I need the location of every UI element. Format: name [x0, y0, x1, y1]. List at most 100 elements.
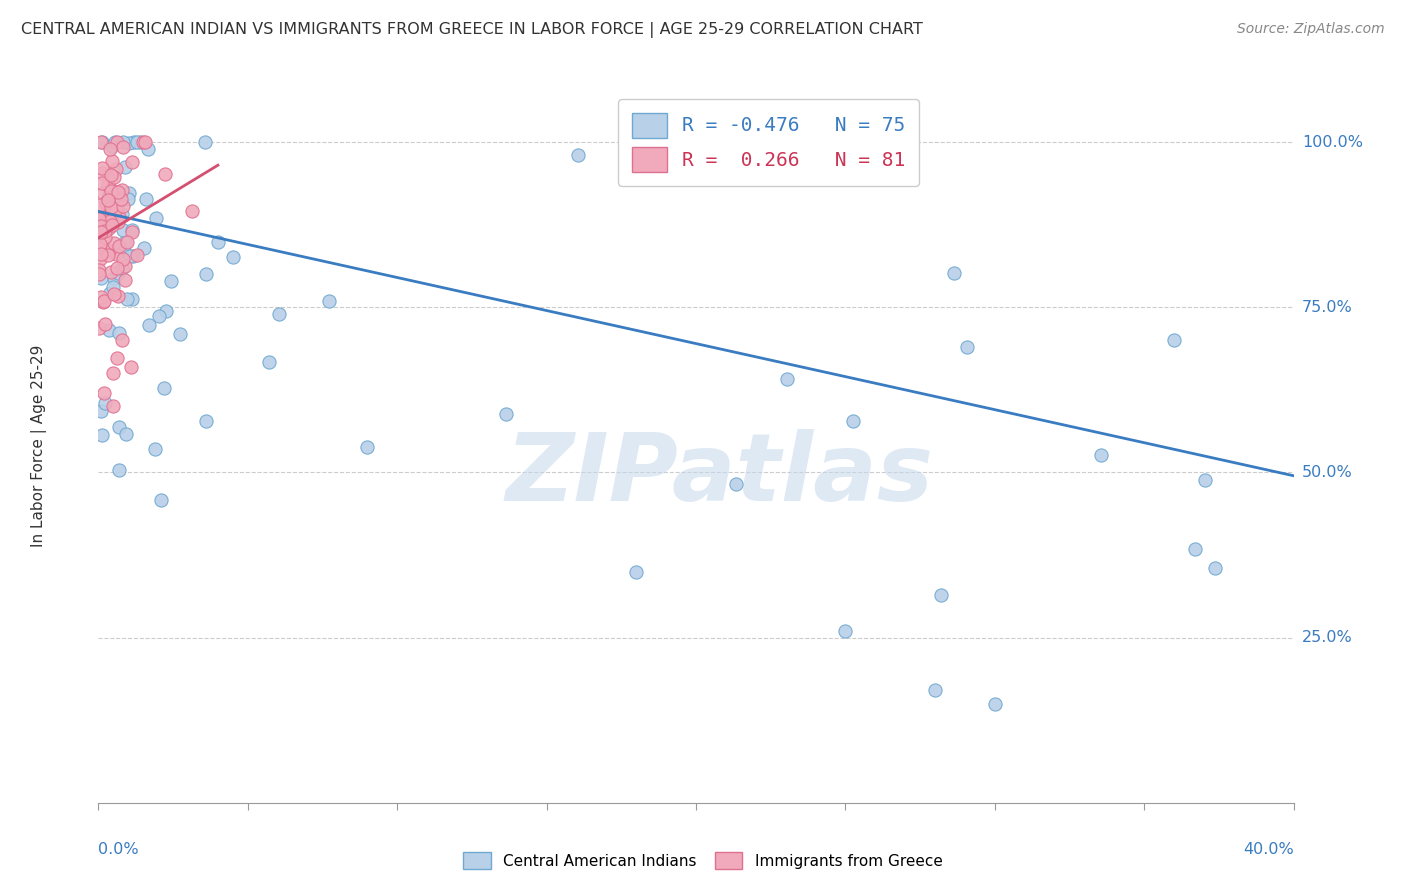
- Point: [122, 249, 145, 263]
- Point: [93, 386, 115, 401]
- Legend: Central American Indians, Immigrants from Greece: Central American Indians, Immigrants fro…: [457, 846, 949, 875]
- Point: [207, 235, 229, 250]
- Point: [108, 326, 131, 340]
- Point: [91, 295, 114, 310]
- Point: [96, 178, 118, 192]
- Point: [153, 381, 176, 395]
- Point: [111, 183, 134, 197]
- Point: [259, 355, 281, 369]
- Point: [495, 407, 517, 421]
- Point: [101, 139, 124, 153]
- Point: [94, 218, 117, 232]
- Point: [108, 194, 131, 209]
- Point: [107, 260, 129, 275]
- Point: [132, 241, 155, 255]
- Point: [98, 244, 121, 259]
- Point: [112, 223, 135, 237]
- Point: [107, 266, 129, 280]
- Point: [929, 588, 952, 602]
- Point: [103, 271, 125, 285]
- Point: [103, 367, 125, 381]
- Point: [111, 140, 134, 154]
- Point: [135, 192, 157, 206]
- Point: [112, 198, 135, 212]
- Point: [143, 442, 166, 456]
- Point: [107, 289, 129, 303]
- Point: [104, 202, 127, 216]
- Point: [942, 266, 965, 280]
- Point: [776, 372, 799, 386]
- Point: [89, 236, 111, 251]
- Point: [149, 493, 172, 508]
- Point: [94, 214, 117, 228]
- Point: [89, 227, 111, 241]
- Point: [111, 261, 134, 276]
- Point: [222, 251, 245, 265]
- Point: [118, 186, 141, 200]
- Point: [90, 219, 112, 233]
- Point: [90, 403, 112, 417]
- Point: [94, 224, 117, 238]
- Text: 25.0%: 25.0%: [1302, 630, 1353, 645]
- Point: [842, 413, 865, 427]
- Point: [111, 207, 134, 221]
- Point: [89, 321, 111, 335]
- Point: [94, 223, 117, 237]
- Point: [90, 427, 112, 442]
- Point: [117, 193, 139, 207]
- Point: [121, 292, 143, 306]
- Point: [114, 273, 136, 287]
- Point: [138, 318, 160, 332]
- Point: [100, 184, 122, 198]
- Point: [96, 244, 118, 258]
- Point: [90, 135, 112, 149]
- Point: [107, 215, 129, 229]
- Text: CENTRAL AMERICAN INDIAN VS IMMIGRANTS FROM GREECE IN LABOR FORCE | AGE 25-29 COR: CENTRAL AMERICAN INDIAN VS IMMIGRANTS FR…: [21, 22, 922, 38]
- Point: [114, 160, 136, 174]
- Point: [104, 135, 127, 149]
- Point: [105, 246, 128, 260]
- Point: [121, 223, 143, 237]
- Point: [90, 271, 112, 285]
- Point: [98, 285, 121, 300]
- Point: [105, 351, 128, 365]
- Point: [103, 400, 125, 414]
- Point: [134, 135, 156, 149]
- Point: [1184, 542, 1206, 557]
- Text: Source: ZipAtlas.com: Source: ZipAtlas.com: [1237, 22, 1385, 37]
- Point: [107, 185, 129, 199]
- Point: [90, 247, 112, 261]
- Point: [121, 154, 143, 169]
- Point: [101, 153, 124, 168]
- Point: [118, 249, 141, 263]
- Point: [93, 209, 115, 223]
- Point: [94, 396, 117, 410]
- Text: 40.0%: 40.0%: [1243, 842, 1294, 856]
- Point: [180, 203, 202, 218]
- Point: [267, 307, 290, 321]
- Point: [105, 161, 128, 176]
- Point: [1090, 448, 1112, 462]
- Point: [955, 341, 977, 355]
- Point: [103, 170, 125, 185]
- Point: [90, 224, 112, 238]
- Point: [96, 196, 118, 211]
- Point: [108, 238, 131, 252]
- Point: [356, 440, 378, 454]
- Point: [101, 280, 124, 294]
- Point: [155, 303, 177, 318]
- Point: [94, 196, 117, 211]
- Point: [118, 136, 141, 151]
- Point: [94, 317, 117, 331]
- Point: [89, 252, 111, 266]
- Point: [1163, 333, 1185, 347]
- Point: [96, 217, 118, 231]
- Point: [91, 166, 114, 180]
- Point: [114, 259, 136, 273]
- Point: [318, 293, 340, 308]
- Point: [194, 135, 217, 149]
- Text: 100.0%: 100.0%: [1302, 135, 1362, 150]
- Point: [91, 176, 114, 190]
- Point: [120, 359, 142, 374]
- Point: [125, 248, 148, 262]
